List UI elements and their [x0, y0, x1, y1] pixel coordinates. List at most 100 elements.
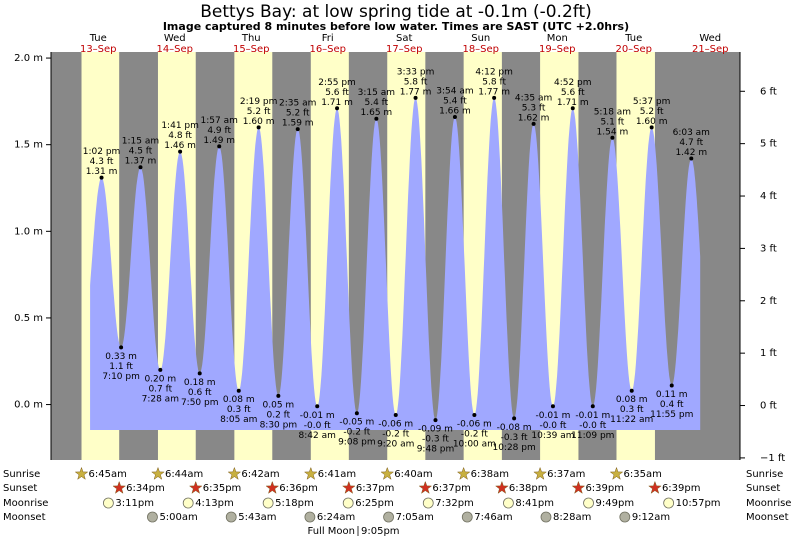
sunset-time: 6:39pm	[662, 483, 701, 494]
day-name: Tue	[624, 33, 642, 44]
extremum-label: 7:28 am	[142, 394, 179, 404]
moonrise-time: 8:41pm	[515, 498, 554, 509]
moonset-time: 7:05am	[396, 512, 434, 523]
extremum-label: 0.4 ft	[660, 400, 684, 410]
extremum-label: 11:55 pm	[650, 410, 693, 420]
extremum-label: 0.20 m	[144, 374, 176, 384]
moonrise-icon	[583, 497, 594, 509]
sunset-icon	[418, 480, 433, 494]
extremum-label: 1.66 m	[439, 106, 471, 116]
tide-area	[90, 97, 701, 431]
extremum-label: -0.01 m	[300, 411, 335, 421]
extremum-label: -0.0 ft	[304, 421, 331, 431]
moonrise-time: 9:49pm	[596, 498, 635, 509]
extremum-label: -0.06 m	[378, 419, 413, 429]
y-tick-label: 1.0 m	[14, 226, 43, 237]
moonset-icon	[147, 511, 158, 523]
moonset-time: 9:12am	[632, 512, 670, 523]
chart-subtitle: Image captured 8 minutes before low wate…	[163, 20, 629, 33]
extremum-label: 5.6 ft	[325, 88, 349, 98]
moonrise-time: 5:18pm	[275, 498, 314, 509]
extremum-label: 3:15 am	[358, 88, 395, 98]
moonrise-icon	[422, 497, 434, 509]
extremum-label: 5.2 ft	[640, 107, 664, 117]
extremum-label: 0.08 m	[616, 395, 648, 405]
extremum-label: 3:54 am	[436, 86, 473, 96]
tide-extremum	[295, 127, 300, 132]
extremum-label: 1.60 m	[636, 117, 668, 127]
tide-extremum	[197, 371, 202, 376]
extremum-label: 0.6 ft	[188, 388, 212, 398]
tide-extremum	[531, 121, 536, 126]
row-label: Moonset	[3, 512, 46, 523]
day-name: Sun	[471, 33, 490, 44]
extremum-label: 3:33 pm	[397, 67, 435, 77]
day-name: Mon	[547, 33, 568, 44]
tide-extremum	[374, 116, 379, 121]
sunset-time: 6:34pm	[126, 483, 165, 494]
day-date: 14–Sep	[156, 44, 193, 55]
row-label: Moonrise	[3, 498, 48, 509]
day-name: Wed	[164, 33, 186, 44]
day-date: 19–Sep	[539, 44, 576, 55]
sunrise-icon	[151, 466, 165, 480]
extremum-label: 1.42 m	[675, 148, 707, 158]
sunrise-time: 6:35am	[623, 469, 661, 480]
day-date: 13–Sep	[80, 44, 117, 55]
sunset-time: 6:38pm	[509, 483, 548, 494]
sunset-time: 6:35pm	[203, 483, 242, 494]
extremum-label: -0.0 ft	[539, 421, 566, 431]
day-name: Wed	[699, 33, 721, 44]
extremum-label: 1.62 m	[518, 113, 550, 123]
tide-extremum	[590, 404, 595, 409]
day-date: 17–Sep	[386, 44, 423, 55]
extremum-label: 1.37 m	[125, 157, 157, 167]
extremum-label: 1.71 m	[557, 98, 589, 108]
tide-extremum	[178, 149, 183, 154]
extremum-label: 10:28 pm	[492, 443, 535, 453]
tide-extremum	[335, 106, 340, 111]
extremum-label: 1.71 m	[321, 98, 353, 108]
tide-extremum	[433, 418, 438, 423]
extremum-label: 11:22 am	[610, 415, 653, 425]
sunset-time: 6:37pm	[432, 483, 471, 494]
sunset-icon	[571, 480, 586, 494]
extremum-label: -0.01 m	[575, 411, 610, 421]
sunrise-icon	[609, 466, 624, 480]
moonrise-icon	[342, 497, 354, 509]
moonrise-time: 7:32pm	[435, 498, 474, 509]
extremum-label: -0.3 ft	[501, 433, 528, 443]
tide-extremum	[256, 125, 261, 130]
tide-extremum	[217, 144, 222, 149]
y2-tick-label: 6 ft	[760, 86, 777, 97]
row-label: Sunrise	[746, 469, 783, 480]
extremum-label: 1.54 m	[597, 127, 629, 137]
extremum-label: 1.65 m	[361, 108, 393, 118]
extremum-label: 8:42 am	[299, 431, 336, 441]
extremum-label: 9:08 pm	[338, 438, 376, 448]
tide-extremum	[629, 388, 634, 393]
extremum-label: -0.01 m	[535, 411, 570, 421]
tide-extremum	[158, 367, 163, 372]
sunset-icon	[112, 480, 127, 494]
extremum-label: 11:09 pm	[571, 431, 614, 441]
moonrise-time: 10:57pm	[676, 498, 721, 509]
moonset-icon	[461, 511, 473, 523]
extremum-label: 5.8 ft	[482, 77, 506, 87]
extremum-label: -0.3 ft	[422, 435, 449, 445]
sunrise-icon	[74, 466, 89, 480]
tide-extremum	[452, 114, 457, 119]
extremum-label: 1.59 m	[282, 119, 314, 129]
sunrise-time: 6:42am	[241, 469, 279, 480]
extremum-label: 7:10 pm	[102, 372, 140, 382]
sunrise-time: 6:37am	[547, 469, 585, 480]
sunrise-icon	[303, 466, 318, 480]
extremum-label: 10:39 am	[531, 431, 574, 441]
moonrise-time: 4:13pm	[195, 498, 234, 509]
y2-tick-label: 4 ft	[760, 191, 777, 202]
tide-extremum	[354, 411, 359, 416]
y2-tick-label: 3 ft	[760, 243, 777, 254]
extremum-label: 1.77 m	[400, 87, 432, 97]
extremum-label: 0.11 m	[656, 390, 688, 400]
tide-extremum	[689, 156, 694, 161]
